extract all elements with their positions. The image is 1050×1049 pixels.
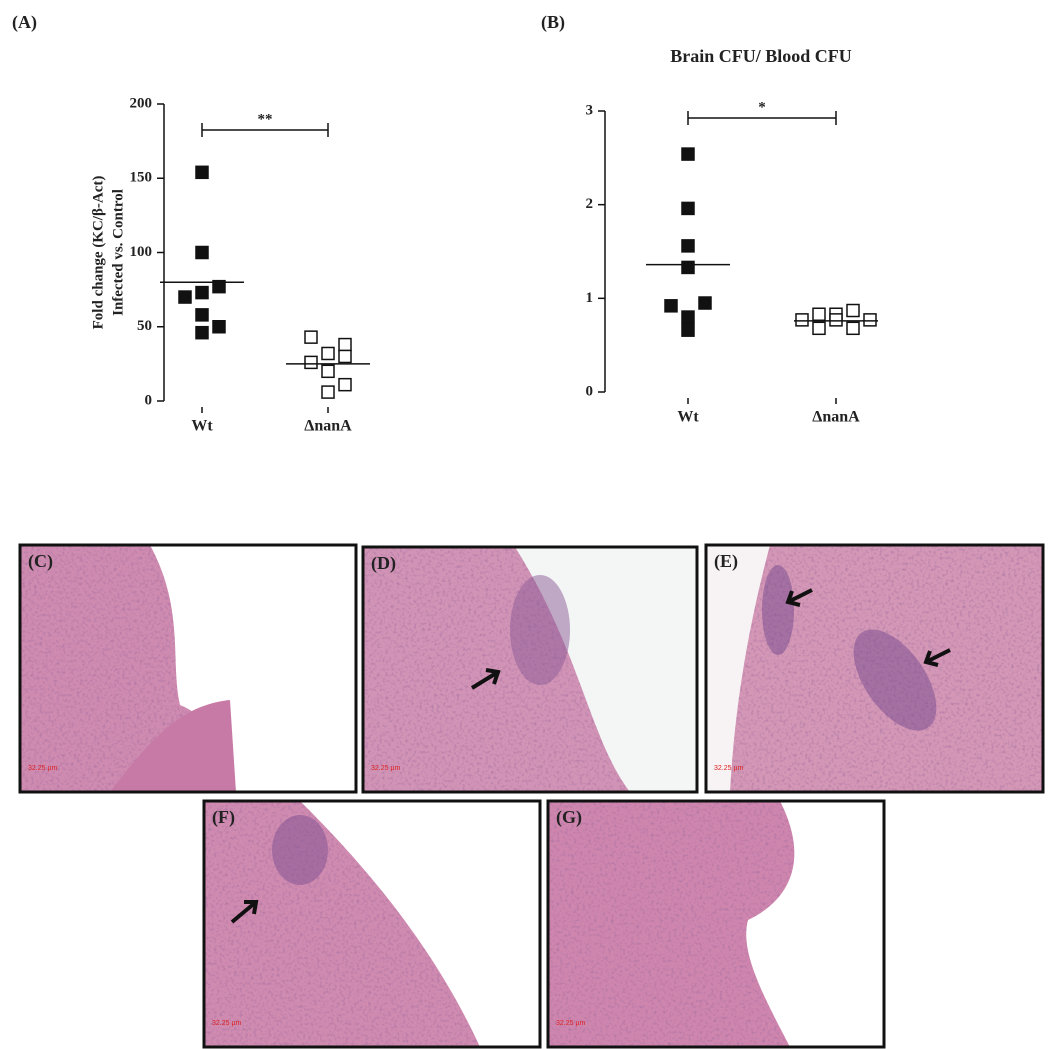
y-tick-label: 0 [145, 392, 153, 408]
y-tick-label: 3 [586, 102, 594, 118]
y-axis-label: Infected vs. Control [110, 189, 126, 316]
data-point [212, 320, 226, 334]
image-f [202, 799, 542, 1049]
y-tick-label: 100 [130, 244, 153, 260]
scale-label: 32.25 µm [212, 1020, 241, 1027]
y-tick-label: 150 [130, 170, 153, 186]
data-point [338, 349, 352, 364]
y-tick-label: 200 [130, 95, 153, 111]
data-point [681, 310, 695, 324]
image-d [361, 545, 699, 794]
image-label: (E) [714, 551, 738, 572]
scale-label: 32.25 µm [556, 1020, 585, 1027]
data-point [681, 239, 695, 253]
data-point [681, 323, 695, 337]
data-point [681, 147, 695, 161]
data-point [304, 330, 318, 344]
data-point [195, 325, 209, 340]
data-point [304, 355, 318, 370]
data-point [195, 165, 209, 180]
image-labels: (C) 32.25 µm (D) 32.25 µm (E) 32.25 µm (F) 32.2… [28, 551, 743, 1027]
panel-label: (A) [12, 12, 37, 33]
image-label: (G) [556, 807, 582, 828]
data-point [829, 313, 843, 327]
y-axis-label: Fold change (KC/β-Act) [90, 176, 106, 330]
data-point [681, 201, 695, 216]
scale-label: 32.25 µm [28, 765, 57, 772]
scale-label: 32.25 µm [714, 765, 743, 772]
image-label: (F) [212, 807, 235, 828]
data-point [664, 299, 678, 313]
image-g [546, 799, 886, 1049]
data-point [195, 245, 209, 260]
significance-label: * [758, 99, 766, 115]
data-point [846, 321, 860, 336]
data-point [195, 285, 209, 300]
y-tick-label: 2 [586, 196, 594, 212]
y-tick-label: 0 [586, 383, 594, 399]
image-label: (D) [371, 553, 396, 574]
data-point [812, 321, 826, 336]
x-tick-label: Wt [677, 409, 699, 426]
data-point [321, 346, 335, 361]
data-point [195, 308, 209, 322]
data-point [698, 296, 712, 310]
y-tick-label: 1 [586, 290, 594, 306]
data-point [321, 364, 335, 379]
image-label: (C) [28, 551, 53, 572]
image-c [18, 543, 358, 794]
data-point [338, 337, 352, 352]
x-tick-label: ΔnanA [812, 409, 860, 426]
chart-title: Brain CFU/ Blood CFU [670, 46, 852, 66]
x-tick-label: ΔnanA [304, 418, 352, 435]
significance-label: ** [258, 111, 273, 127]
significance-bracket [687, 111, 837, 125]
significance-bracket [201, 123, 329, 137]
data-point [681, 260, 695, 275]
data-point [321, 385, 335, 399]
scale-label: 32.25 µm [371, 765, 400, 772]
data-point [338, 377, 352, 392]
y-tick-label: 50 [137, 318, 152, 334]
data-point [863, 313, 877, 327]
data-point [212, 279, 226, 294]
panel-label: (B) [541, 12, 565, 33]
x-tick-label: Wt [191, 418, 213, 435]
data-point [812, 307, 826, 322]
data-point [795, 313, 809, 327]
charts: (A) Fold change (KC/β-Act) Infected vs. Co… [12, 12, 878, 435]
image-e [704, 543, 1045, 794]
data-point [178, 290, 192, 304]
data-point [846, 303, 860, 318]
